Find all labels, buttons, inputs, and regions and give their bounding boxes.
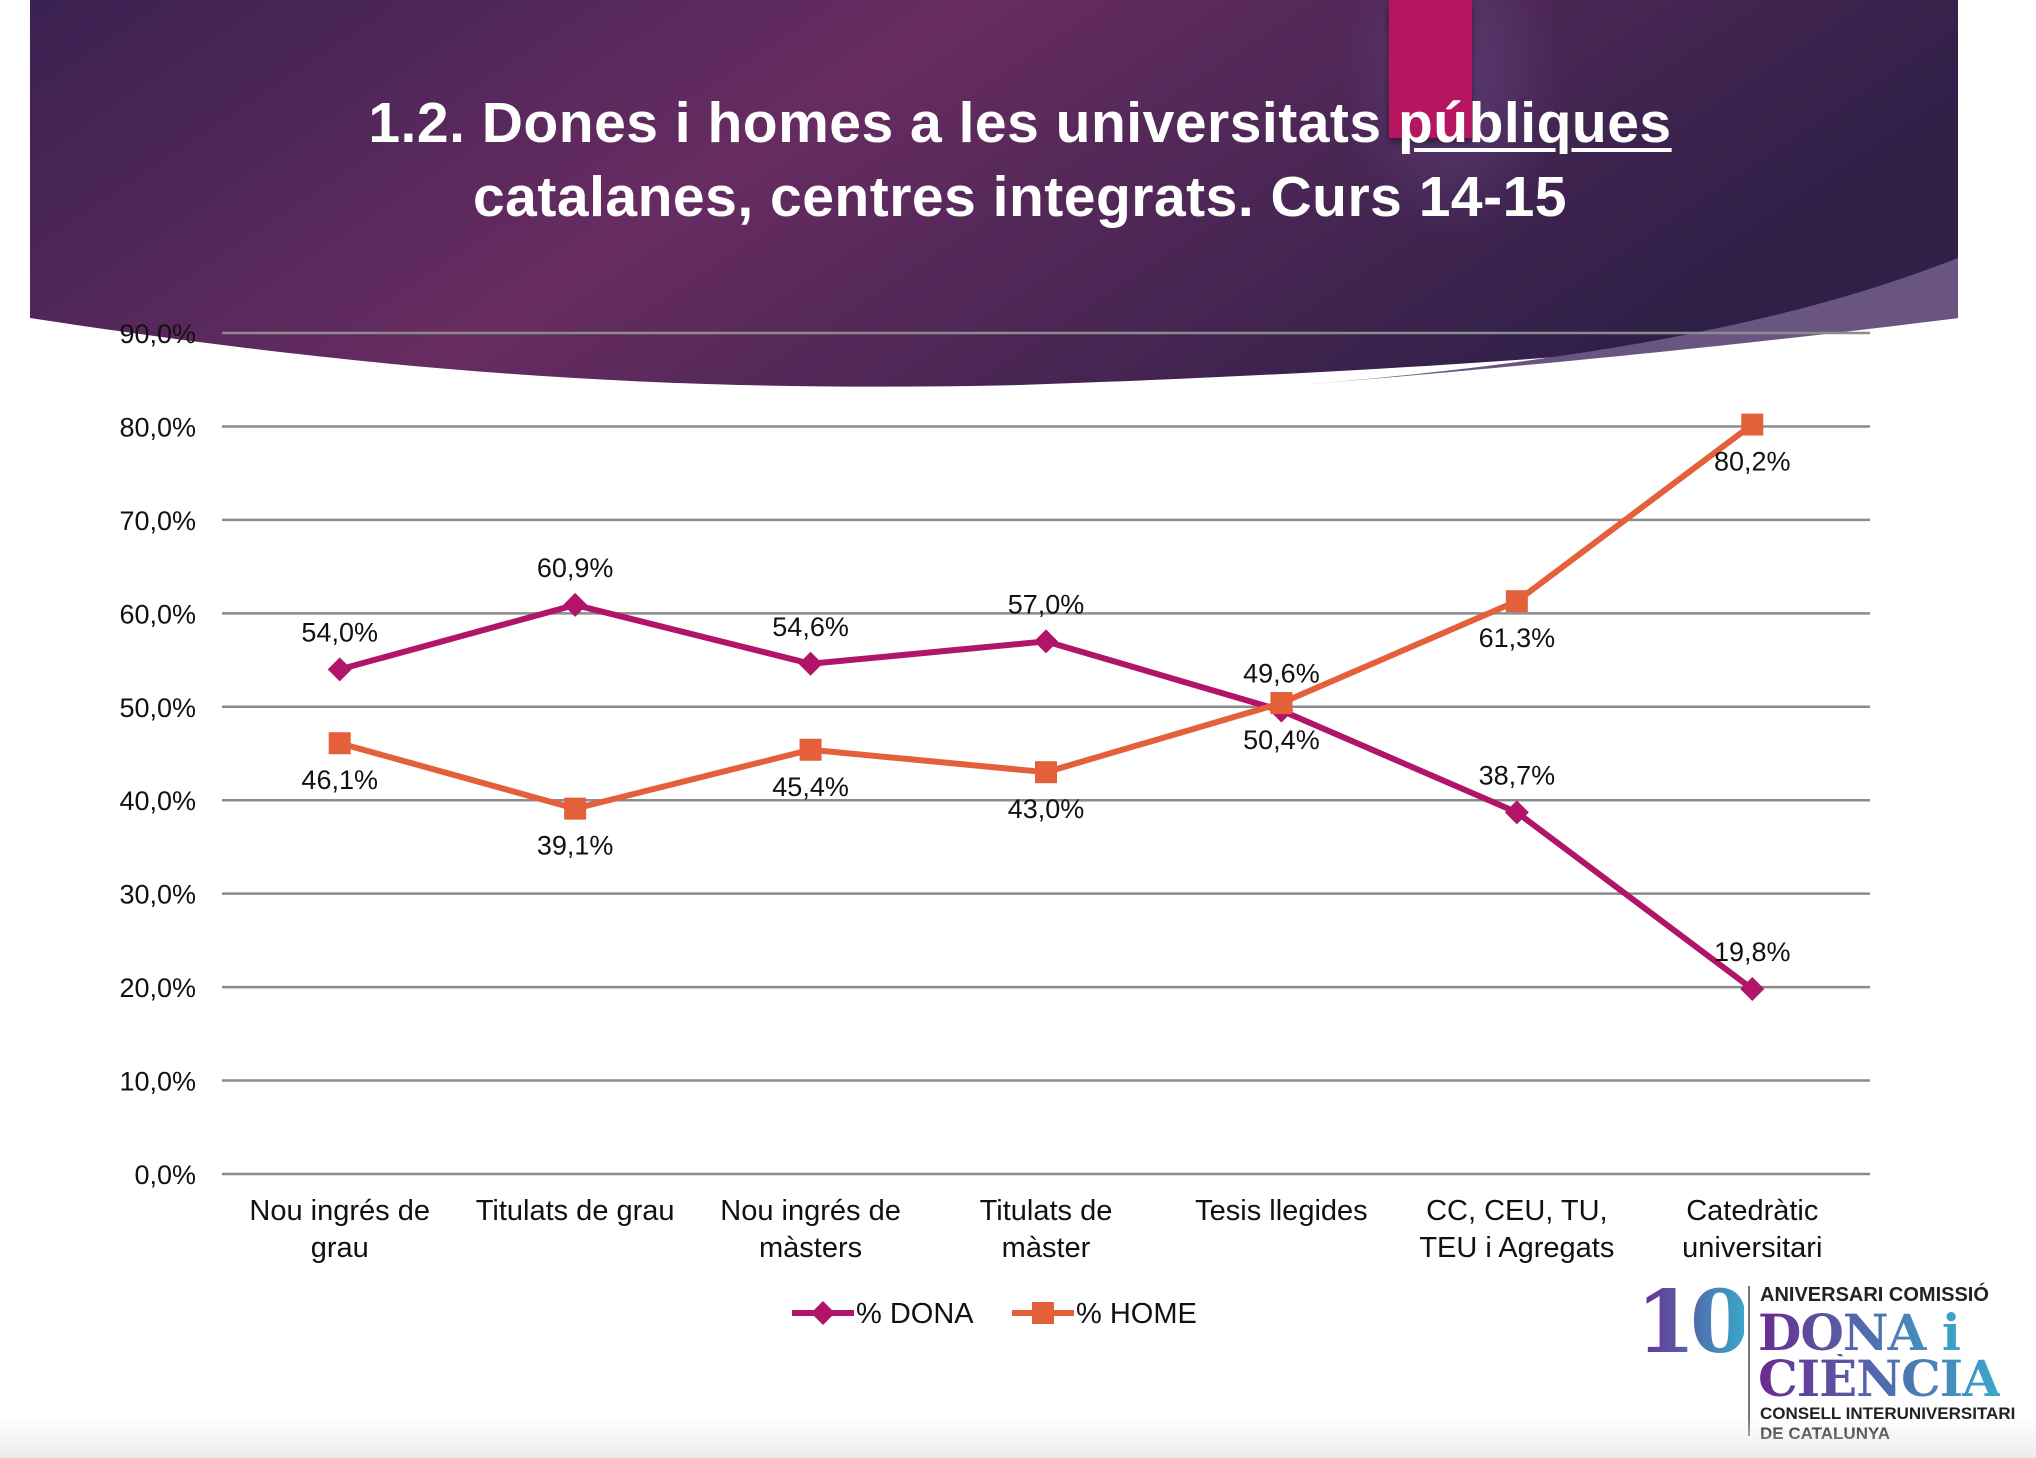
dona-ciencia-logo: 10 ANIVERSARI COMISSIÓ DONA i CIÈNCIA CO… (1636, 1280, 2036, 1450)
x-category-label-line: Catedràtic (1686, 1195, 1818, 1227)
y-tick-label: 30,0% (119, 880, 196, 910)
data-point-home (1035, 761, 1057, 784)
y-tick-label: 80,0% (119, 412, 196, 442)
x-category-label-line: Nou ingrés de (249, 1195, 430, 1227)
y-tick-label: 60,0% (119, 599, 196, 629)
data-label-dona: 49,6% (1243, 659, 1320, 689)
data-point-home (564, 797, 587, 820)
series-home (328, 413, 1764, 820)
logo-top-line: ANIVERSARI COMISSIÓ (1760, 1284, 1989, 1306)
bottom-shade (0, 1418, 2036, 1458)
data-label-dona: 38,7% (1479, 760, 1556, 790)
y-tick-label: 40,0% (119, 786, 196, 816)
x-category-label-line: TEU i Agregats (1419, 1232, 1614, 1264)
y-tick-label: 90,0% (119, 319, 196, 349)
data-label-home: 39,1% (537, 831, 614, 861)
gridlines (222, 331, 1870, 1176)
x-category-label: Tesis llegides (1195, 1195, 1367, 1227)
x-category-label: CC, CEU, TU, TEU i Agregats (1419, 1195, 1614, 1264)
legend-item-home: % HOME (1012, 1298, 1197, 1330)
data-labels: 54,0% 60,9% 54,6% 57,0% 49,6% 38,7% 19,8% 46,1%… (301, 447, 1790, 967)
data-point-home (799, 738, 822, 761)
data-label-dona: 54,0% (301, 617, 378, 647)
x-category-label-line: universitari (1682, 1232, 1822, 1264)
legend-marker-square (1032, 1302, 1054, 1324)
x-category-label: Titulats de màster (980, 1195, 1113, 1264)
x-category-label-line: grau (311, 1232, 369, 1264)
x-category-label-line: màsters (759, 1232, 862, 1264)
x-category-label-line: Titulats de (980, 1195, 1113, 1227)
y-axis-ticks: 0,0% 10,0% 20,0% 30,0% 40,0% 50,0% 60,0% 70,0% 8… (119, 319, 196, 1190)
data-point-dona (1740, 976, 1765, 1001)
logo-big-line1: DONA i (1758, 1303, 1961, 1362)
data-label-dona: 57,0% (1008, 589, 1085, 619)
x-category-label: Nou ingrés de grau (249, 1195, 430, 1264)
x-category-label: Catedràtic universitari (1682, 1195, 1822, 1264)
x-category-label-line: Titulats de grau (476, 1195, 675, 1227)
data-label-home: 80,2% (1714, 447, 1791, 477)
legend-label: % HOME (1076, 1298, 1197, 1330)
legend-item-dona: % DONA (792, 1298, 974, 1330)
logo-number: 10 (1636, 1272, 1750, 1373)
x-axis-categories: Nou ingrés de grau Titulats de grau Nou ing… (249, 1195, 1822, 1264)
title-underlined-word: públiques (1397, 91, 1672, 155)
y-tick-label: 50,0% (119, 693, 196, 723)
x-category-label: Nou ingrés de màsters (720, 1195, 901, 1264)
y-tick-label: 20,0% (119, 973, 196, 1003)
data-label-home: 50,4% (1243, 725, 1320, 755)
data-label-dona: 19,8% (1714, 937, 1791, 967)
data-point-home (1505, 590, 1528, 613)
series (327, 413, 1765, 1001)
data-point-dona (563, 592, 588, 617)
data-point-dona (327, 657, 352, 682)
y-tick-label: 10,0% (119, 1067, 196, 1097)
data-label-home: 45,4% (772, 772, 849, 802)
slide-title: 1.2. Dones i homes a les universitats pú… (260, 86, 1780, 234)
x-category-label-line: Nou ingrés de (720, 1195, 901, 1227)
header-band (30, 0, 1958, 387)
logo-big-line2: CIÈNCIA (1758, 1349, 2001, 1408)
data-point-dona (798, 651, 823, 676)
x-category-label-line: Tesis llegides (1195, 1195, 1367, 1227)
legend-label: % DONA (856, 1298, 974, 1330)
data-point-dona (1504, 800, 1529, 825)
logo-divider (1748, 1286, 1750, 1436)
data-point-home (1270, 692, 1293, 715)
title-line2: catalanes, centres integrats. Curs 14-15 (472, 165, 1567, 229)
data-label-home: 46,1% (301, 765, 378, 795)
data-label-home: 43,0% (1008, 794, 1085, 824)
legend: % DONA % HOME (792, 1298, 1197, 1330)
data-label-dona: 54,6% (772, 612, 849, 642)
data-label-home: 61,3% (1479, 623, 1556, 653)
data-point-home (328, 732, 351, 755)
data-point-dona (1034, 629, 1058, 654)
accent-square (1389, 0, 1472, 138)
y-tick-label: 0,0% (134, 1160, 196, 1190)
data-point-home (1741, 413, 1764, 436)
x-category-label-line: màster (1002, 1232, 1091, 1264)
header-swoosh (1300, 258, 1958, 385)
data-label-dona: 60,9% (537, 553, 614, 583)
x-category-label: Titulats de grau (476, 1195, 675, 1227)
y-tick-label: 70,0% (119, 506, 196, 536)
x-category-label-line: CC, CEU, TU, (1426, 1195, 1608, 1227)
legend-marker-diamond (811, 1301, 835, 1325)
title-line1: 1.2. Dones i homes a les universitats (368, 91, 1398, 155)
